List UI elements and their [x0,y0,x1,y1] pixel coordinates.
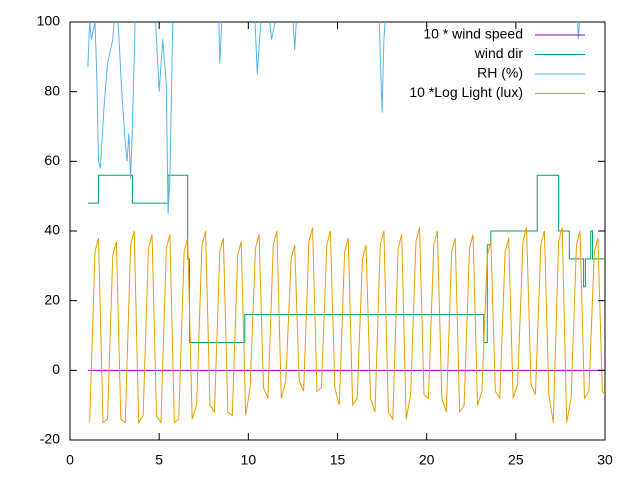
legend-label: RH (%) [477,65,523,81]
legend-label: 10 *Log Light (lux) [409,84,523,100]
y-tick-label: 40 [44,222,60,238]
x-tick-label: 5 [155,452,163,468]
y-tick-label: 60 [44,152,60,168]
legend-label: wind dir [474,45,524,61]
x-tick-label: 30 [597,452,613,468]
y-tick-label: 20 [44,291,60,307]
legend-label: 10 * wind speed [423,26,523,42]
x-tick-label: 10 [241,452,257,468]
x-tick-label: 15 [330,452,346,468]
series-line [89,227,605,425]
y-tick-label: 0 [52,361,60,377]
series-line [87,22,580,214]
y-tick-label: 80 [44,82,60,98]
y-tick-label: 100 [37,13,61,29]
y-tick-label: -20 [40,431,60,447]
plot-lines [87,22,605,425]
x-tick-label: 20 [419,452,435,468]
x-tick-label: 0 [66,452,74,468]
x-tick-label: 25 [508,452,524,468]
